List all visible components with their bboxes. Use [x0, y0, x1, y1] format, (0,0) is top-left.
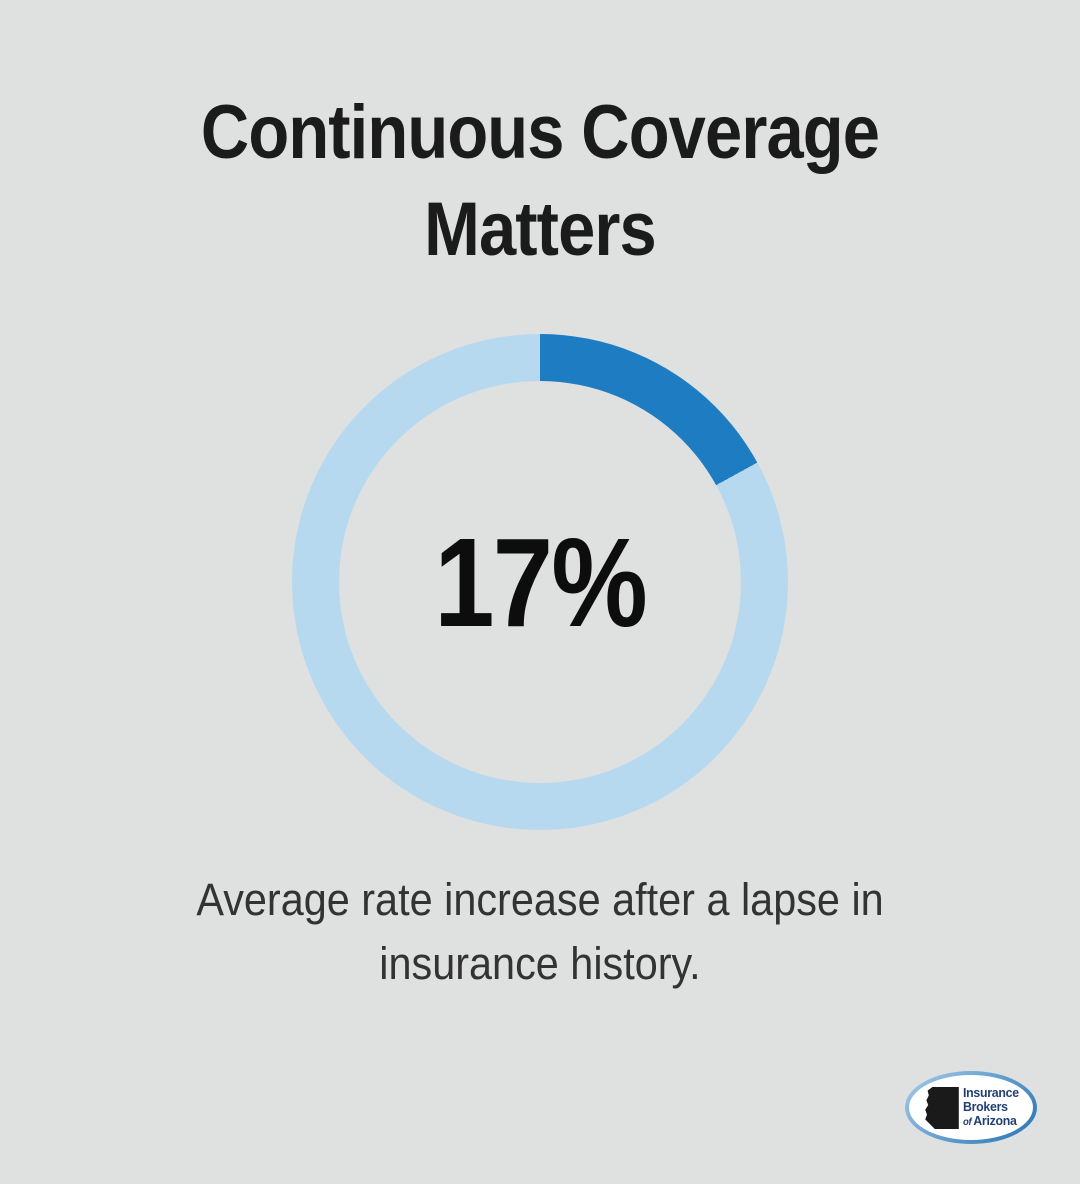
chart-caption-line-1: Average rate increase after a lapse in	[196, 874, 884, 925]
company-logo-text: Insurance Brokers of Arizona	[963, 1084, 1019, 1130]
logo-line-arizona: of Arizona	[963, 1112, 1019, 1130]
arizona-state-icon	[925, 1086, 959, 1129]
logo-line-brokers: Brokers	[963, 1098, 1008, 1114]
donut-center-label-wrap: 17%	[292, 334, 788, 830]
chart-caption: Average rate increase after a lapse in i…	[43, 868, 1037, 996]
donut-chart-hole	[339, 381, 741, 783]
page-title-line-1: Continuous Coverage	[200, 90, 880, 175]
logo-arizona: Arizona	[973, 1112, 1017, 1128]
company-logo: Insurance Brokers of Arizona	[905, 1071, 1037, 1144]
donut-center-label: 17%	[434, 511, 647, 653]
logo-of: of	[963, 1116, 972, 1128]
donut-chart: 17%	[292, 334, 788, 830]
chart-caption-line-2: insurance history.	[379, 938, 701, 989]
page-title-line-2: Matters	[424, 187, 657, 272]
company-logo-inner: Insurance Brokers of Arizona	[909, 1075, 1033, 1140]
page-title: Continuous Coverage Matters	[65, 84, 1015, 278]
logo-line-insurance: Insurance	[963, 1084, 1019, 1100]
